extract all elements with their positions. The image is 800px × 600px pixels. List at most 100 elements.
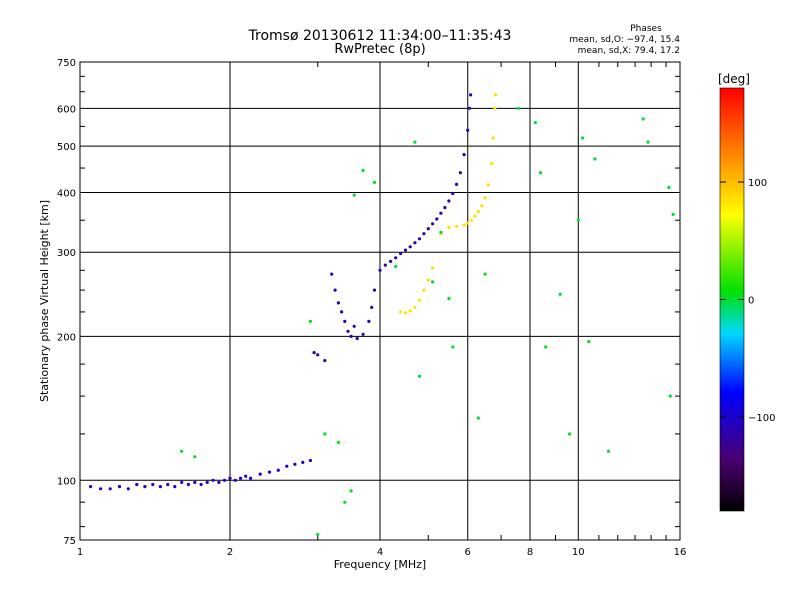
- echo-point: [99, 487, 103, 491]
- echo-point: [671, 212, 675, 216]
- echo-point: [361, 332, 365, 336]
- x-tick-label: 10: [572, 547, 585, 558]
- echo-point: [355, 336, 359, 341]
- echo-point: [567, 432, 572, 436]
- echo-point: [483, 196, 487, 200]
- echo-point: [323, 359, 327, 363]
- echo-point: [667, 185, 671, 189]
- echo-point: [451, 345, 455, 349]
- y-tick-label: 300: [57, 248, 76, 259]
- echo-point: [413, 140, 417, 144]
- echo-point: [491, 136, 495, 140]
- echo-point: [340, 310, 344, 314]
- y-tick-label: 400: [57, 188, 76, 199]
- echo-point: [370, 305, 374, 309]
- echo-point: [399, 310, 403, 314]
- echo-point: [593, 157, 597, 161]
- echo-point: [458, 171, 462, 175]
- echo-point: [394, 264, 398, 269]
- echo-point: [469, 93, 473, 97]
- echo-point: [443, 206, 447, 210]
- echo-point: [151, 482, 155, 487]
- colorbar-tick-label: 100: [748, 178, 767, 189]
- echo-point: [413, 305, 417, 309]
- echo-point: [455, 182, 459, 186]
- echo-point: [394, 256, 398, 260]
- echo-point: [249, 476, 253, 480]
- echo-point: [308, 458, 312, 463]
- echo-point: [439, 211, 443, 215]
- plot-area: 1 2 4 6 8 10 16 75 100 200 300 400 500 600 750: [57, 58, 686, 558]
- echo-point: [473, 214, 477, 218]
- echo-point: [352, 324, 356, 328]
- echo-point: [451, 191, 455, 196]
- echo-point: [276, 468, 280, 472]
- echo-point: [447, 296, 451, 301]
- echo-point: [403, 248, 408, 252]
- echo-point: [346, 329, 350, 333]
- echo-point: [581, 136, 585, 140]
- echo-points: [89, 93, 675, 537]
- echo-point: [426, 278, 430, 282]
- echo-point: [372, 180, 377, 184]
- echo-point: [476, 416, 480, 420]
- echo-point: [372, 288, 377, 292]
- echo-point: [316, 353, 320, 357]
- echo-point: [117, 485, 122, 489]
- echo-point: [211, 478, 215, 482]
- echo-point: [336, 440, 340, 444]
- echo-point: [244, 474, 248, 478]
- echo-point: [533, 121, 537, 125]
- echo-point: [199, 482, 203, 487]
- echo-point: [233, 478, 237, 482]
- echo-point: [576, 218, 580, 222]
- echo-point: [352, 193, 356, 197]
- echo-point: [646, 140, 650, 144]
- echo-point: [476, 209, 480, 214]
- phases-mean-o: mean, sd,O: −97.4, 15.4: [569, 35, 680, 45]
- echo-point: [349, 489, 353, 493]
- echo-point: [173, 485, 177, 489]
- echo-point: [180, 449, 184, 453]
- echo-point: [166, 482, 170, 487]
- echo-point: [180, 480, 184, 484]
- x-axis-label: Frequency [MHz]: [334, 558, 426, 571]
- echo-point: [330, 272, 334, 276]
- echo-point: [417, 298, 422, 302]
- echo-point: [343, 500, 347, 504]
- echo-point: [158, 485, 162, 489]
- x-tick-label: 1: [77, 547, 83, 558]
- echo-point: [193, 455, 197, 459]
- echo-point: [343, 319, 347, 323]
- echo-point: [143, 485, 147, 489]
- echo-point: [217, 480, 221, 484]
- echo-point: [493, 106, 497, 110]
- echo-point: [422, 232, 426, 236]
- echo-point: [308, 319, 312, 323]
- echo-point: [558, 292, 562, 296]
- echo-point: [447, 199, 451, 203]
- echo-point: [367, 319, 371, 323]
- colorbar-tick-label: 0: [748, 296, 754, 307]
- echo-point: [606, 449, 611, 453]
- echo-point: [417, 237, 422, 241]
- echo-point: [544, 345, 548, 349]
- x-tick-label: 8: [527, 547, 533, 558]
- x-tick-label: 16: [674, 547, 687, 558]
- phases-title: Phases: [630, 24, 662, 34]
- chart-title: Tromsø 20130612 11:34:00–11:35:43: [248, 28, 512, 44]
- x-tick-label: 2: [227, 547, 233, 558]
- echo-point: [587, 340, 591, 344]
- echo-point: [301, 460, 305, 464]
- echo-point: [333, 288, 337, 292]
- echo-point: [517, 106, 521, 110]
- echo-point: [408, 245, 412, 249]
- echo-point: [258, 472, 262, 476]
- echo-point: [312, 351, 316, 355]
- echo-point: [323, 432, 327, 436]
- echo-point: [267, 470, 272, 474]
- echo-point: [417, 374, 422, 378]
- echo-point: [383, 263, 387, 267]
- echo-point: [469, 218, 473, 222]
